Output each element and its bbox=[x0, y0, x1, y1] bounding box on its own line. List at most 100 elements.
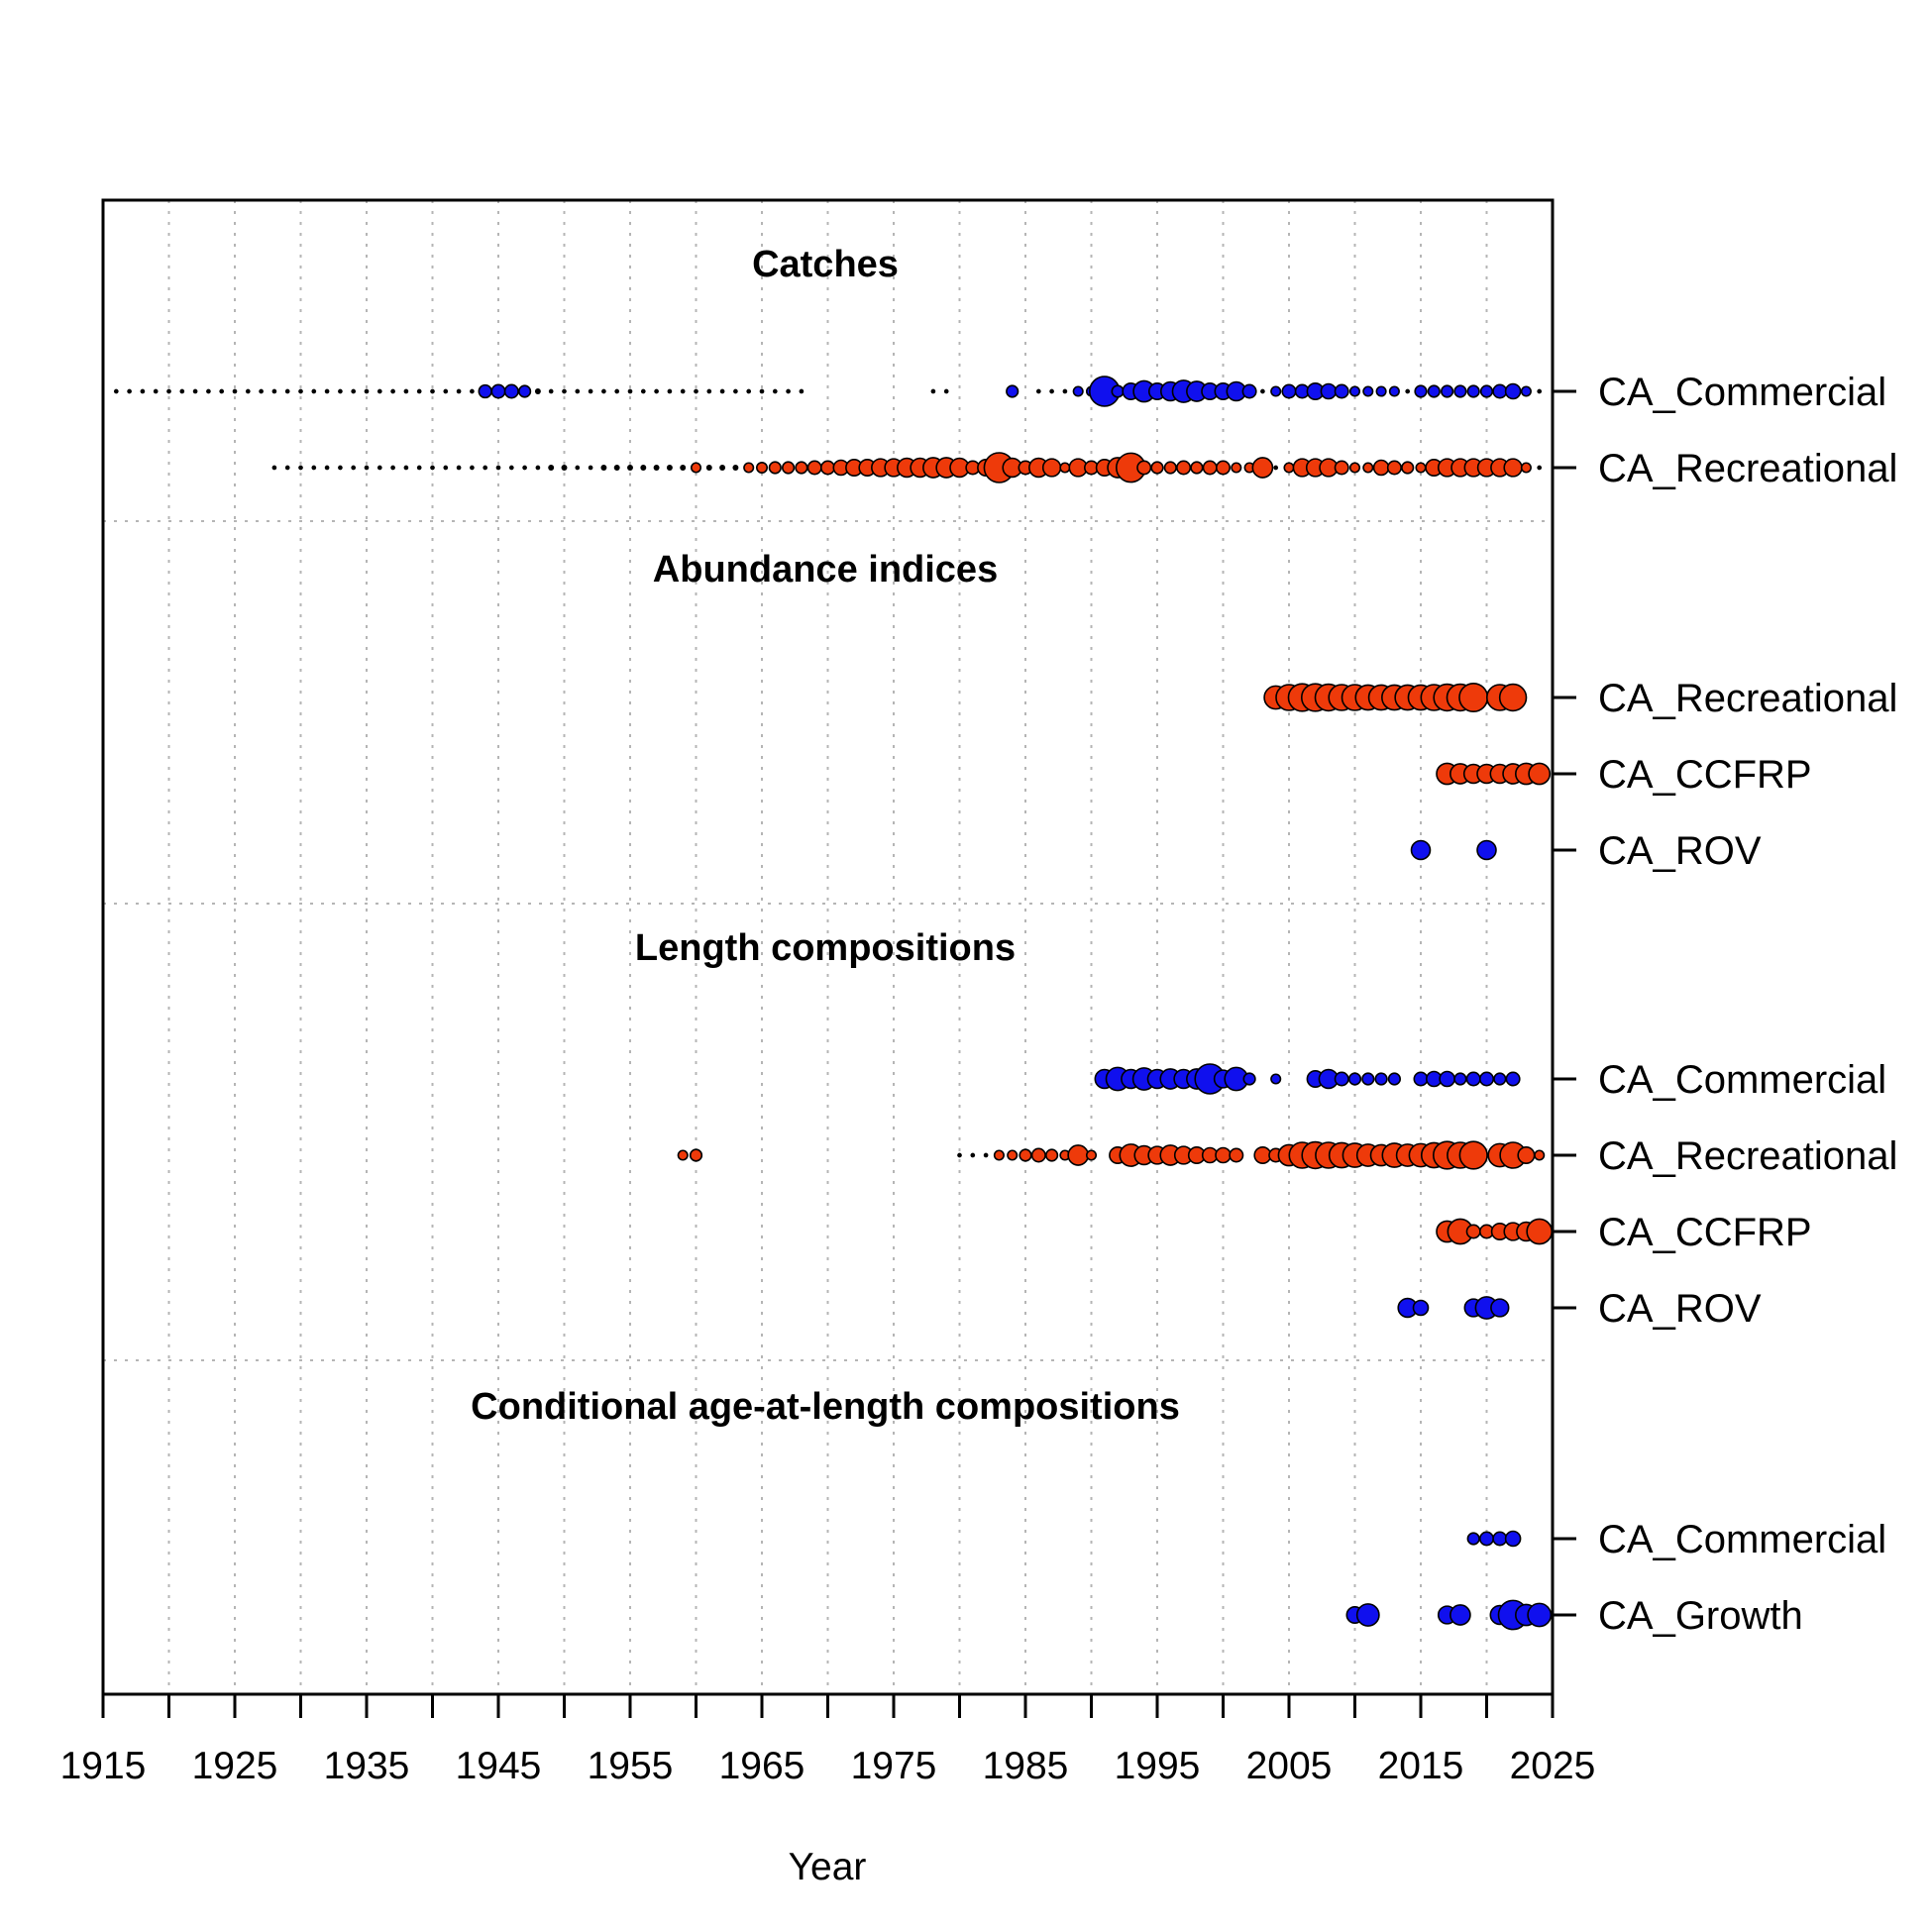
data-point bbox=[1231, 462, 1242, 474]
data-point bbox=[1387, 1072, 1402, 1086]
data-point bbox=[1537, 465, 1543, 471]
data-point bbox=[1044, 1148, 1059, 1162]
data-point bbox=[1517, 1145, 1536, 1165]
data-point bbox=[1348, 385, 1361, 397]
data-point bbox=[232, 388, 238, 394]
data-point bbox=[140, 388, 146, 394]
data-point bbox=[746, 388, 752, 394]
data-points bbox=[113, 376, 1554, 1631]
data-point bbox=[680, 388, 686, 394]
x-tick-label: 2015 bbox=[1378, 1745, 1464, 1787]
data-point bbox=[1347, 1072, 1362, 1086]
data-point bbox=[575, 388, 581, 394]
data-point bbox=[1520, 462, 1532, 474]
data-point bbox=[1414, 384, 1428, 398]
data-point bbox=[522, 465, 527, 471]
data-point bbox=[1458, 1140, 1488, 1170]
x-tick-label: 1985 bbox=[983, 1745, 1069, 1787]
data-point bbox=[245, 388, 251, 394]
data-point bbox=[1503, 458, 1523, 478]
data-point bbox=[1202, 460, 1218, 476]
data-point bbox=[1334, 1071, 1349, 1087]
row-label: CA_CCFRP bbox=[1598, 753, 1812, 797]
data-point bbox=[690, 462, 702, 474]
data-point bbox=[1415, 462, 1427, 474]
data-point bbox=[1049, 388, 1054, 394]
x-tick-label: 1935 bbox=[324, 1745, 410, 1787]
data-point bbox=[588, 388, 593, 394]
data-point bbox=[1190, 461, 1204, 475]
data-point bbox=[166, 388, 171, 394]
data-point bbox=[768, 461, 782, 475]
data-point bbox=[667, 388, 673, 394]
data-point bbox=[1361, 1072, 1375, 1086]
data-point bbox=[1479, 384, 1494, 398]
x-tick-label: 1965 bbox=[719, 1745, 805, 1787]
data-point bbox=[443, 388, 449, 394]
data-point bbox=[271, 388, 277, 394]
row-label: CA_Recreational bbox=[1598, 677, 1897, 720]
data-point bbox=[443, 465, 449, 471]
data-point bbox=[1534, 1149, 1546, 1161]
data-point bbox=[957, 1152, 962, 1158]
data-point bbox=[503, 383, 519, 399]
data-point bbox=[364, 388, 370, 394]
data-point bbox=[1388, 385, 1400, 397]
data-point bbox=[470, 388, 475, 394]
data-point bbox=[390, 388, 395, 394]
data-point bbox=[719, 388, 725, 394]
data-point bbox=[666, 465, 673, 471]
data-point bbox=[786, 388, 791, 394]
data-point bbox=[640, 465, 647, 471]
data-point bbox=[376, 465, 382, 471]
x-axis-label: Year bbox=[789, 1846, 867, 1888]
data-point bbox=[1251, 457, 1274, 479]
data-point bbox=[1492, 1531, 1508, 1547]
data-point bbox=[1478, 1531, 1495, 1547]
data-point bbox=[1412, 1299, 1430, 1317]
data-point bbox=[298, 465, 303, 471]
data-point bbox=[1458, 682, 1489, 713]
data-point bbox=[1505, 1071, 1521, 1087]
row-label: CA_Commercial bbox=[1598, 371, 1886, 414]
data-point bbox=[1528, 762, 1552, 786]
data-point bbox=[1504, 382, 1522, 400]
data-point bbox=[1072, 385, 1084, 397]
data-point bbox=[1176, 460, 1192, 476]
section-title: Length compositions bbox=[635, 927, 1016, 969]
row-label: CA_ROV bbox=[1598, 1287, 1762, 1331]
data-point bbox=[614, 388, 620, 394]
data-point bbox=[470, 465, 475, 471]
data-point bbox=[113, 388, 119, 394]
data-point bbox=[719, 465, 726, 471]
data-point bbox=[338, 388, 343, 394]
data-point bbox=[338, 465, 343, 471]
data-point bbox=[799, 388, 805, 394]
data-point bbox=[743, 462, 755, 474]
data-point bbox=[403, 465, 409, 471]
data-point bbox=[640, 388, 646, 394]
data-point bbox=[1375, 385, 1387, 397]
section-separators bbox=[103, 520, 1553, 1361]
data-point bbox=[1270, 385, 1282, 397]
data-point bbox=[1253, 1145, 1272, 1165]
section-title: Abundance indices bbox=[653, 549, 998, 590]
data-point bbox=[733, 388, 738, 394]
data-point bbox=[311, 388, 317, 394]
data-point bbox=[1493, 1072, 1507, 1086]
x-tick-label: 1975 bbox=[851, 1745, 937, 1787]
section-titles: Catches Abundance indices Length compositi… bbox=[471, 244, 1180, 1428]
data-point bbox=[1405, 388, 1411, 394]
data-point bbox=[1163, 461, 1177, 475]
data-point bbox=[575, 465, 581, 471]
data-point bbox=[534, 388, 541, 394]
data-point bbox=[508, 465, 514, 471]
data-point bbox=[1413, 1071, 1429, 1087]
data-point bbox=[548, 465, 555, 471]
data-point bbox=[970, 1152, 976, 1158]
data-point bbox=[1372, 459, 1390, 477]
data-point bbox=[1320, 382, 1338, 400]
data-point bbox=[1498, 683, 1528, 712]
data-point bbox=[732, 465, 739, 471]
data-point bbox=[562, 388, 567, 394]
